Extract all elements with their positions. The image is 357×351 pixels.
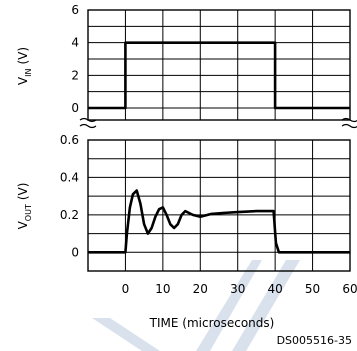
y-axis-label-vin: VIN (V): [16, 47, 33, 85]
y-tick-label-vin: 4: [71, 36, 79, 50]
y-axis-label-main-vin: V: [16, 76, 30, 85]
y-axis-label-sub-vout: OUT: [24, 204, 33, 221]
y-axis-label-sub-vin: IN: [24, 68, 33, 76]
plot-frame-vout: [87, 139, 351, 272]
y-axis-label-unit-vout: (V): [16, 183, 30, 201]
y-tick-label-vout: 0.2: [60, 208, 79, 222]
x-tick-label: 50: [305, 282, 320, 296]
x-tick-labels: 0 10 20 30 40 50 60: [122, 282, 357, 296]
y-axis-label-unit-vin: (V): [16, 47, 30, 65]
vout-panel: 0 0.2 0.4 0.6 VOUT (V): [16, 133, 351, 272]
watermark: [92, 260, 300, 351]
y-tick-label-vout: 0.6: [60, 133, 79, 147]
axis-break-right: [341, 117, 357, 129]
x-tick-label: 30: [230, 282, 245, 296]
y-tick-label-vout: 0.4: [60, 170, 79, 184]
document-id: DS005516-35: [277, 334, 352, 347]
x-tick-label: 10: [155, 282, 170, 296]
y-tick-label-vin: 6: [71, 3, 79, 17]
vin-panel: 0 2 4 6 VIN (V): [16, 3, 351, 121]
x-tick-label: 40: [268, 282, 283, 296]
y-tick-label-vin: 2: [71, 68, 79, 82]
trace-vout: [88, 189, 350, 254]
y-axis-label-vout: VOUT (V): [16, 183, 33, 230]
x-axis-label: TIME (microseconds): [149, 316, 275, 330]
axis-break-left: [79, 117, 97, 129]
x-tick-label: 0: [122, 282, 130, 296]
x-tick-label: 20: [193, 282, 208, 296]
y-tick-label-vin: 0: [71, 101, 79, 115]
x-tick-label: 60: [342, 282, 357, 296]
trace-vin: [88, 41, 350, 110]
plot-frame-vin: [87, 9, 351, 121]
y-axis-label-main-vout: V: [16, 220, 30, 229]
y-tick-label-vout: 0: [71, 245, 79, 259]
axis-break-marks: [79, 117, 357, 129]
